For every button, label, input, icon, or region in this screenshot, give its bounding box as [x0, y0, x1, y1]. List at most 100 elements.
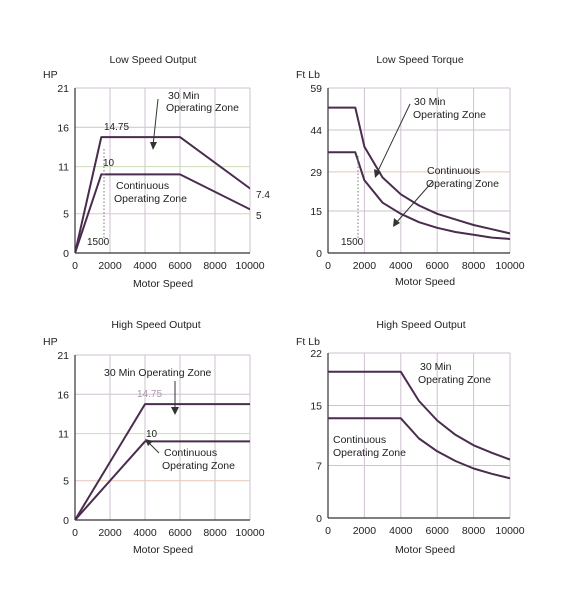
low-speed-output-ytick-label: 0 — [63, 248, 69, 260]
high-speed-output-hp-1475-label: 14.75 — [137, 389, 162, 400]
low-speed-torque-xtick-label: 2000 — [353, 260, 377, 272]
high-speed-output-torque-30min-label-2: Operating Zone — [418, 374, 491, 386]
low-speed-torque-1500-label: 1500 — [341, 237, 364, 248]
low-speed-torque-chart: 0 2000 4000 6000 8000 10000 0 15 29 44 59 Low Spee… — [296, 54, 525, 288]
low-speed-output-30min-label-2: Operating Zone — [166, 102, 239, 114]
low-speed-output-30min-pointer — [152, 98, 159, 147]
high-speed-output-hp-cont-label-1: Continuous — [164, 447, 217, 459]
low-speed-torque-ytick-label: 0 — [316, 248, 322, 260]
high-speed-output-hp-xtick-label: 10000 — [235, 527, 264, 539]
high-speed-output-hp-series-thirty-min-line — [75, 403, 250, 521]
high-speed-output-torque-xtick-label: 0 — [325, 525, 331, 537]
high-speed-output-hp-series-continuous-line — [75, 440, 250, 521]
high-speed-output-hp-10-label: 10 — [146, 429, 158, 440]
high-speed-output-torque-chart: 0 2000 4000 6000 8000 10000 0 7 15 22 High Speed … — [296, 319, 525, 556]
high-speed-output-torque-cont-label-1: Continuous — [333, 434, 386, 446]
high-speed-output-hp-curves — [75, 403, 250, 521]
low-speed-torque-ticks: 0 2000 4000 6000 8000 10000 0 15 29 44 59 — [310, 83, 524, 272]
high-speed-output-hp-cont-label-2: Operating Zone — [162, 460, 235, 472]
low-speed-output-ylabel: HP — [43, 69, 58, 81]
low-speed-output-cont-label-2: Operating Zone — [114, 193, 187, 205]
low-speed-torque-cont-pointer — [395, 180, 434, 224]
low-speed-output-30min-label-1: 30 Min — [168, 90, 200, 102]
low-speed-torque-ytick-label: 15 — [310, 206, 322, 218]
high-speed-output-hp-chart: 0 2000 4000 6000 8000 10000 0 5 11 16 21 High Spee… — [43, 319, 265, 556]
high-speed-output-torque-grid — [327, 352, 511, 519]
high-speed-output-torque-xtick-label: 2000 — [353, 525, 377, 537]
low-speed-torque-30min-arrowhead — [374, 169, 381, 178]
high-speed-output-torque-xtick-label: 4000 — [389, 525, 413, 537]
low-speed-torque-series-thirty-min-line — [328, 106, 510, 235]
high-speed-output-hp-30min-arrowhead — [171, 407, 179, 415]
high-speed-output-hp-ylabel: HP — [43, 336, 58, 348]
low-speed-torque-cont-arrowhead — [393, 218, 400, 227]
high-speed-output-hp-xtick-label: 6000 — [168, 527, 192, 539]
low-speed-output-series-thirty-min-line — [75, 136, 250, 254]
low-speed-torque-30min-label-1: 30 Min — [414, 96, 446, 108]
high-speed-output-hp-title: High Speed Output — [111, 319, 200, 331]
low-speed-output-chart: 0 2000 4000 6000 8000 10000 0 5 11 16 21 Low Speed… — [43, 54, 270, 290]
high-speed-output-torque-ticks: 0 2000 4000 6000 8000 10000 0 7 15 22 — [310, 348, 524, 537]
high-speed-output-hp-30min-label: 30 Min Operating Zone — [104, 367, 212, 379]
high-speed-output-torque-ytick-label: 15 — [310, 401, 322, 413]
low-speed-output-xtick-label: 10000 — [235, 260, 264, 272]
low-speed-torque-ytick-label: 59 — [310, 83, 322, 95]
high-speed-output-hp-grid — [74, 354, 251, 521]
low-speed-output-30min-arrowhead — [150, 142, 157, 150]
low-speed-output-5-label: 5 — [256, 211, 262, 222]
low-speed-output-title: Low Speed Output — [110, 54, 197, 66]
high-speed-output-torque-xtick-label: 6000 — [426, 525, 450, 537]
low-speed-output-74-label: 7.4 — [256, 190, 270, 201]
low-speed-output-ticks: 0 2000 4000 6000 8000 10000 0 5 11 16 21 — [57, 83, 264, 272]
high-speed-output-torque-xtick-label: 10000 — [495, 525, 524, 537]
low-speed-torque-30min-pointer — [376, 103, 411, 174]
low-speed-output-1500-label: 1500 — [87, 237, 110, 248]
high-speed-output-hp-ytick-label: 0 — [63, 515, 69, 527]
low-speed-torque-grid — [327, 87, 511, 254]
high-speed-output-hp-ytick-label: 16 — [57, 389, 69, 401]
low-speed-output-curves — [75, 136, 250, 254]
high-speed-output-hp-xtick-label: 8000 — [203, 527, 227, 539]
low-speed-output-xtick-label: 8000 — [203, 260, 227, 272]
high-speed-output-hp-ytick-label: 11 — [58, 429, 69, 441]
low-speed-torque-ylabel: Ft Lb — [296, 69, 320, 81]
high-speed-output-torque-cont-label-2: Operating Zone — [333, 447, 406, 459]
low-speed-torque-xtick-label: 4000 — [389, 260, 413, 272]
high-speed-output-hp-xtick-label: 0 — [72, 527, 78, 539]
high-speed-output-hp-cont-arrowhead — [145, 439, 153, 446]
low-speed-torque-title: Low Speed Torque — [376, 54, 464, 66]
low-speed-output-ytick-label: 21 — [57, 83, 69, 95]
high-speed-output-torque-series-thirty-min-line — [328, 370, 510, 461]
low-speed-torque-xtick-label: 6000 — [426, 260, 450, 272]
low-speed-torque-xtick-label: 10000 — [495, 260, 524, 272]
low-speed-output-ytick-label: 5 — [63, 209, 69, 221]
high-speed-output-torque-ytick-label: 0 — [316, 513, 322, 525]
high-speed-output-hp-ticks: 0 2000 4000 6000 8000 10000 0 5 11 16 21 — [57, 350, 264, 539]
low-speed-torque-ytick-label: 29 — [310, 167, 322, 179]
low-speed-torque-xlabel: Motor Speed — [395, 276, 455, 288]
high-speed-output-torque-30min-label-1: 30 Min — [420, 361, 452, 373]
low-speed-output-ytick-label: 16 — [57, 122, 69, 134]
high-speed-output-hp-xlabel: Motor Speed — [133, 544, 193, 556]
low-speed-output-1475-label: 14.75 — [104, 122, 129, 133]
high-speed-output-torque-ytick-label: 22 — [310, 348, 322, 360]
low-speed-torque-cont-label-2: Operating Zone — [426, 178, 499, 190]
high-speed-output-torque-xlabel: Motor Speed — [395, 544, 455, 556]
low-speed-output-xtick-label: 6000 — [168, 260, 192, 272]
low-speed-torque-xtick-label: 8000 — [462, 260, 486, 272]
low-speed-output-xlabel: Motor Speed — [133, 278, 193, 290]
low-speed-torque-curves — [328, 106, 510, 240]
low-speed-output-ytick-label: 11 — [58, 162, 69, 174]
high-speed-output-hp-ytick-label: 5 — [63, 476, 69, 488]
high-speed-output-torque-curves — [328, 370, 510, 480]
low-speed-torque-xtick-label: 0 — [325, 260, 331, 272]
high-speed-output-hp-ytick-label: 21 — [57, 350, 69, 362]
low-speed-output-xtick-label: 4000 — [133, 260, 157, 272]
high-speed-output-torque-xtick-label: 8000 — [462, 525, 486, 537]
high-speed-output-torque-ytick-label: 7 — [316, 461, 322, 473]
low-speed-torque-series-continuous-line — [328, 151, 510, 240]
low-speed-output-xtick-label: 2000 — [98, 260, 122, 272]
low-speed-torque-30min-label-2: Operating Zone — [413, 109, 486, 121]
